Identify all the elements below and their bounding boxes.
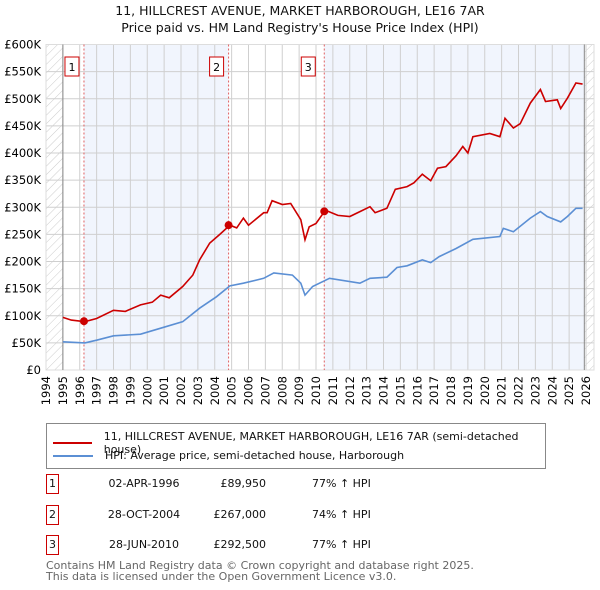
x-tick-label: 2022 bbox=[512, 376, 526, 405]
legend-swatch-red bbox=[53, 442, 92, 444]
x-tick-label: 2019 bbox=[461, 376, 475, 405]
x-tick-label: 2009 bbox=[292, 376, 306, 405]
x-tick-label: 2001 bbox=[157, 376, 171, 405]
sale-label: 3 bbox=[305, 61, 312, 74]
y-tick-label: £100K bbox=[4, 309, 41, 323]
x-tick-label: 2002 bbox=[174, 376, 188, 405]
footer: Contains HM Land Registry data © Crown c… bbox=[46, 560, 474, 582]
sale-label-box bbox=[64, 56, 80, 77]
sale-price: £267,000 bbox=[213, 508, 267, 521]
x-tick-label: 2016 bbox=[410, 376, 424, 405]
y-tick-label: £600K bbox=[4, 38, 41, 52]
y-tick-label: £350K bbox=[4, 173, 41, 187]
x-tick-label: 2006 bbox=[242, 376, 256, 405]
x-tick-label: 2014 bbox=[377, 376, 391, 405]
sale-row: 3 28-JUN-2010 £292,500 77% ↑ HPI bbox=[46, 535, 446, 555]
property-price-line bbox=[62, 82, 583, 323]
sale-price: £292,500 bbox=[213, 538, 267, 551]
x-tick-label: 2004 bbox=[208, 376, 222, 405]
x-tick-label: 2008 bbox=[275, 376, 289, 405]
x-tick-label: 1999 bbox=[123, 376, 137, 405]
chart-title: 11, HILLCREST AVENUE, MARKET HARBOROUGH,… bbox=[115, 3, 485, 18]
y-tick-label: £200K bbox=[4, 255, 41, 269]
sale-row: 2 28-OCT-2004 £267,000 74% ↑ HPI bbox=[46, 505, 446, 525]
x-tick-label: 2007 bbox=[258, 376, 272, 405]
y-tick-label: £300K bbox=[4, 200, 41, 214]
x-tick-label: 2018 bbox=[444, 376, 458, 405]
y-tick-label: £0 bbox=[26, 363, 41, 377]
x-tick-label: 2026 bbox=[579, 376, 593, 405]
sale-marker-box: 1 bbox=[46, 474, 59, 494]
legend-swatch-blue bbox=[53, 454, 93, 457]
legend-label: HPI: Average price, semi-detached house,… bbox=[105, 449, 405, 462]
legend-item-property: 11, HILLCREST AVENUE, MARKET HARBOROUGH,… bbox=[53, 430, 545, 456]
x-tick-label: 1996 bbox=[73, 376, 87, 405]
x-tick-label: 1998 bbox=[107, 376, 121, 405]
sale-hpi: 74% ↑ HPI bbox=[312, 508, 371, 521]
x-tick-label: 2000 bbox=[140, 376, 154, 405]
sale-marker-box: 3 bbox=[46, 535, 59, 555]
sale-date: 28-JUN-2010 bbox=[108, 538, 180, 551]
x-tick-label: 2020 bbox=[478, 376, 492, 405]
legend: 11, HILLCREST AVENUE, MARKET HARBOROUGH,… bbox=[46, 423, 546, 469]
y-tick-label: £50K bbox=[12, 336, 42, 350]
x-tick-label: 1997 bbox=[90, 376, 104, 405]
x-tick-label: 2025 bbox=[562, 376, 576, 405]
sale-hpi: 77% ↑ HPI bbox=[312, 538, 371, 551]
footer-copyright: Contains HM Land Registry data © Crown c… bbox=[46, 559, 474, 572]
y-tick-label: £250K bbox=[4, 227, 41, 241]
x-tick-label: 2024 bbox=[545, 376, 559, 405]
sale-point bbox=[224, 221, 233, 230]
sale-point bbox=[79, 317, 88, 326]
sale-label: 1 bbox=[68, 61, 75, 74]
sale-date: 28-OCT-2004 bbox=[107, 508, 181, 521]
x-tick-label: 1995 bbox=[56, 376, 70, 405]
sale-hpi: 77% ↑ HPI bbox=[312, 477, 371, 490]
footer-licence: This data is licensed under the Open Gov… bbox=[46, 570, 397, 583]
legend-label: 11, HILLCREST AVENUE, MARKET HARBOROUGH,… bbox=[103, 430, 519, 456]
sale-point bbox=[320, 207, 329, 216]
x-tick-label: 2005 bbox=[225, 376, 239, 405]
legend-item-hpi: HPI: Average price, semi-detached house,… bbox=[53, 449, 404, 462]
line-chart: 1994 1995 1996 1997 1998 1999 2000 2001 2002 2003… bbox=[4, 38, 595, 405]
plot-frame bbox=[45, 44, 595, 371]
x-tick-label: 2017 bbox=[427, 376, 441, 405]
sale-marker-box: 2 bbox=[46, 505, 59, 525]
sale-date: 02-APR-1996 bbox=[108, 477, 180, 490]
x-tick-label: 2023 bbox=[528, 376, 542, 405]
y-tick-label: £550K bbox=[4, 65, 41, 79]
x-tick-label: 2021 bbox=[495, 376, 509, 405]
x-tick-label: 2015 bbox=[393, 376, 407, 405]
x-tick-label: 2012 bbox=[343, 376, 357, 405]
x-tick-label: 1994 bbox=[39, 376, 53, 405]
x-tick-label: 2011 bbox=[326, 376, 340, 405]
x-tick-label: 2013 bbox=[360, 376, 374, 405]
sale-label: 2 bbox=[213, 61, 220, 74]
sale-label-box bbox=[209, 56, 225, 77]
sale-label-box bbox=[300, 56, 316, 77]
y-tick-label: £150K bbox=[4, 282, 41, 296]
sale-price: £89,950 bbox=[220, 477, 267, 490]
sale-row: 1 02-APR-1996 £89,950 77% ↑ HPI bbox=[46, 474, 446, 494]
y-tick-label: £500K bbox=[4, 92, 41, 106]
chart-subtitle: Price paid vs. HM Land Registry's House … bbox=[121, 20, 479, 35]
x-tick-label: 2010 bbox=[309, 376, 323, 405]
hpi-line bbox=[62, 207, 583, 344]
y-tick-label: £450K bbox=[4, 119, 41, 133]
y-tick-label: £400K bbox=[4, 146, 41, 160]
x-tick-label: 2003 bbox=[191, 376, 205, 405]
